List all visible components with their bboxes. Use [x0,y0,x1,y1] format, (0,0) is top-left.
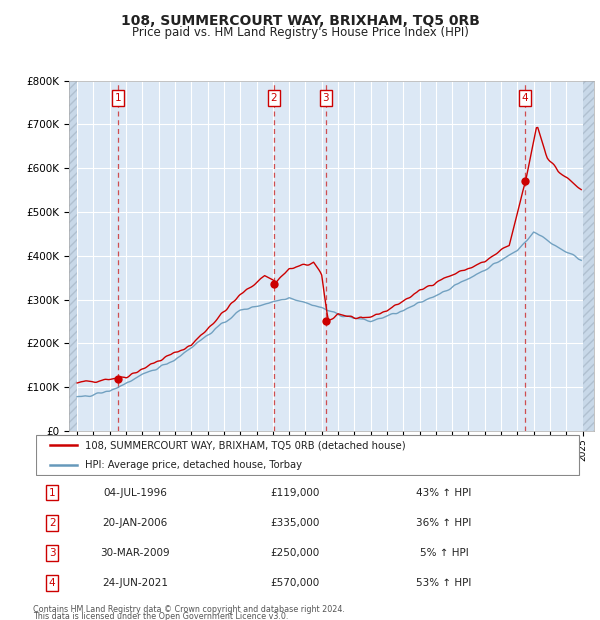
Text: 4: 4 [49,578,55,588]
Text: HPI: Average price, detached house, Torbay: HPI: Average price, detached house, Torb… [85,460,302,470]
Text: 2: 2 [271,93,277,103]
Text: 53% ↑ HPI: 53% ↑ HPI [416,578,472,588]
Text: £250,000: £250,000 [271,548,320,558]
Text: 1: 1 [49,487,55,497]
Bar [69,81,77,431]
Text: Price paid vs. HM Land Registry's House Price Index (HPI): Price paid vs. HM Land Registry's House … [131,26,469,39]
Text: 2: 2 [49,518,55,528]
Text: This data is licensed under the Open Government Licence v3.0.: This data is licensed under the Open Gov… [33,612,289,620]
Text: 108, SUMMERCOURT WAY, BRIXHAM, TQ5 0RB: 108, SUMMERCOURT WAY, BRIXHAM, TQ5 0RB [121,14,479,28]
Text: 3: 3 [49,548,55,558]
Text: 20-JAN-2006: 20-JAN-2006 [102,518,167,528]
FancyBboxPatch shape [36,435,579,476]
Text: £119,000: £119,000 [270,487,320,497]
Text: 4: 4 [522,93,529,103]
Text: 5% ↑ HPI: 5% ↑ HPI [419,548,469,558]
Text: 1: 1 [115,93,121,103]
Text: 36% ↑ HPI: 36% ↑ HPI [416,518,472,528]
Bar [583,81,594,431]
Text: 04-JUL-1996: 04-JUL-1996 [103,487,167,497]
Text: 24-JUN-2021: 24-JUN-2021 [102,578,168,588]
Text: 3: 3 [322,93,329,103]
Text: 108, SUMMERCOURT WAY, BRIXHAM, TQ5 0RB (detached house): 108, SUMMERCOURT WAY, BRIXHAM, TQ5 0RB (… [85,440,406,450]
Text: 30-MAR-2009: 30-MAR-2009 [100,548,170,558]
Text: Contains HM Land Registry data © Crown copyright and database right 2024.: Contains HM Land Registry data © Crown c… [33,604,345,614]
Text: £570,000: £570,000 [271,578,320,588]
Text: £335,000: £335,000 [270,518,320,528]
Text: 43% ↑ HPI: 43% ↑ HPI [416,487,472,497]
